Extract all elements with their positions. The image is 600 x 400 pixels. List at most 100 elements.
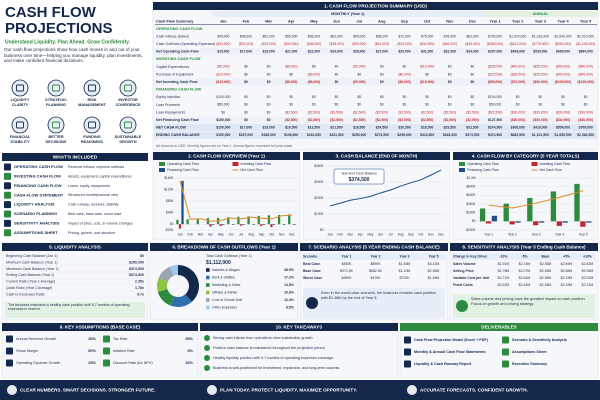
cell: ($30,000): [533, 118, 548, 122]
y-tick-label: $300K: [314, 180, 324, 184]
column-header: Apr: [288, 20, 295, 24]
cell: $0: [267, 65, 271, 69]
cell: $374,500: [488, 125, 502, 129]
cell: $55,000: [285, 34, 297, 38]
cell: $0: [244, 72, 248, 76]
cell: $0: [403, 95, 407, 99]
cell: ($34,000): [284, 42, 299, 46]
cell: ($22,500): [488, 110, 503, 114]
panel: [1, 322, 199, 379]
x-tick-label: Jan: [327, 232, 332, 236]
x-tick-label: Oct: [269, 232, 274, 236]
benefit-label: INVESTOR CONFIDENCE: [115, 98, 141, 107]
panel: [199, 322, 399, 379]
bar: [232, 224, 235, 225]
metric-label: Ending Cash Balance (Year 1): [6, 273, 54, 277]
cell: $864,000: [579, 49, 593, 53]
subtitle: Understand Liquidity. Plan Ahead. Grow C…: [5, 39, 131, 45]
cell: $0: [561, 95, 565, 99]
cell: $75,000: [421, 34, 433, 38]
cell: $68,000: [376, 34, 388, 38]
y-tick-label: $160K: [164, 176, 174, 180]
benefit-icon: [119, 116, 137, 134]
cell: $0: [403, 65, 407, 69]
legend-label: Financing Cash Flow: [467, 168, 499, 172]
cell: $2.07M: [519, 269, 531, 273]
note-icon: [306, 297, 318, 309]
cell: $31,000: [421, 49, 433, 53]
cell: $1.45M: [399, 262, 411, 266]
cell: $554,000: [556, 125, 570, 129]
column-header: +10%: [583, 254, 592, 258]
cell: $2,364,500: [577, 133, 594, 137]
total-value: $1,112,000: [206, 260, 231, 266]
row-label: ENDING CASH BALANCE: [156, 133, 200, 137]
metric-value: $374,500: [129, 273, 144, 277]
legend-swatch: [159, 162, 165, 166]
y-tick-label: -$20K: [165, 228, 174, 232]
cell: ($105,000): [555, 80, 571, 84]
cell: $0: [448, 72, 452, 76]
x-tick-label: Sep: [408, 232, 414, 236]
benefit-glyph: [16, 121, 24, 129]
item-name: INVESTING CASH FLOW: [14, 173, 61, 178]
benefit-icon: [119, 79, 137, 97]
cell: ($30,000): [533, 110, 548, 114]
note-icon: [456, 300, 468, 312]
cell: $0: [448, 65, 452, 69]
legend-swatch: [206, 290, 210, 295]
value-label: 6.5%: [286, 305, 295, 309]
label: ANNUAL: [532, 12, 549, 16]
bar: [211, 224, 215, 225]
legend-swatch: [531, 162, 538, 166]
cell: $2.59M: [561, 262, 573, 266]
cell: $343,000: [443, 133, 457, 137]
cell: ($22,000): [488, 72, 503, 76]
bar: [181, 180, 184, 225]
bar: [515, 221, 521, 223]
column-header: Oct: [424, 20, 431, 24]
cell: $22,000: [308, 49, 320, 53]
assumption-label: Annual Revenue Growth: [16, 337, 56, 341]
cell: ($70,000): [510, 80, 525, 84]
row-label: Net Investing Cash Flow: [156, 80, 198, 84]
band: [212, 11, 484, 17]
cell: $1,020,000: [509, 34, 526, 38]
y-tick-label: $120K: [164, 187, 174, 191]
assumption-value: 60%: [88, 348, 96, 353]
cell: $0: [380, 103, 384, 107]
cell: $297,000: [488, 49, 502, 53]
item-icon: [404, 336, 411, 344]
cell: $890K: [370, 262, 381, 266]
cell: $167,000: [239, 133, 253, 137]
bar: [242, 224, 245, 225]
bar: [293, 224, 296, 225]
cell: $31,500: [466, 125, 478, 129]
bar: [239, 224, 243, 226]
panel-title: 1. CASH FLOW PROJECTION SUMMARY (USD): [324, 4, 427, 9]
panel-title: 9. KEY ASSUMPTIONS (BASE CASE): [60, 325, 141, 330]
benefit-glyph: [52, 121, 60, 129]
bar: [277, 214, 281, 225]
cell: ($46,000): [443, 42, 458, 46]
bar: [178, 224, 182, 229]
item-desc: Revenue inflows, expense outflows: [68, 165, 124, 169]
cell: $24,000: [330, 49, 342, 53]
cell: $0: [425, 95, 429, 99]
benefit-label: FUNDING READINESS: [81, 135, 103, 144]
cell: ($951,000): [555, 42, 571, 46]
x-tick-label: Apr: [358, 232, 364, 236]
cell: $32,000: [444, 49, 456, 53]
row-label: Loan Repayments: [156, 110, 185, 114]
panel: [152, 151, 301, 241]
benefit-label: LIQUIDITY CLARITY: [10, 98, 30, 107]
cell: $231,500: [329, 133, 343, 137]
cell: $0: [357, 95, 361, 99]
cell: Worst Case: [303, 276, 322, 280]
cell: $408,000: [511, 49, 525, 53]
cell: $274,500: [375, 133, 389, 137]
cell: $18,500: [353, 125, 365, 129]
cell: $1,315,000: [532, 34, 549, 38]
cell: $15,000: [217, 49, 229, 53]
deliverable: Scenario & Sensitivity Analysis: [512, 338, 567, 342]
